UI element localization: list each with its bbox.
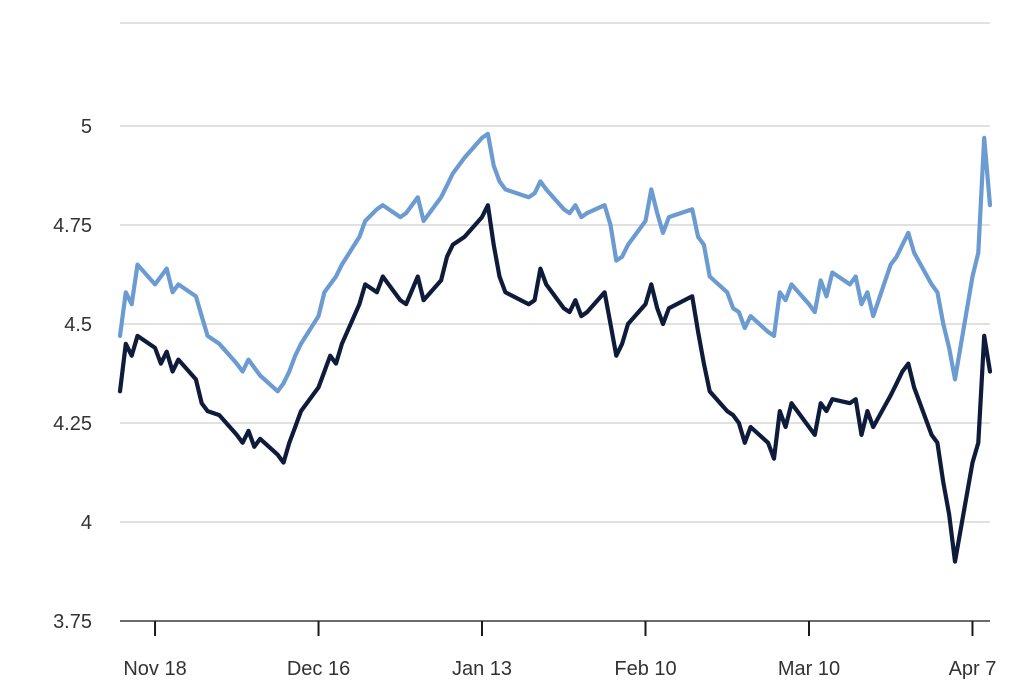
x-axis-ticks (154, 621, 974, 636)
y-tick-label: 4.25 (53, 413, 92, 435)
y-tick-label: 3.75 (53, 611, 92, 633)
gridlines (120, 22, 990, 523)
x-axis-labels: Nov 18 Dec 16 Jan 13 Feb 10 Mar 10 Apr 7 (123, 658, 996, 680)
series-line-upper (117, 131, 993, 394)
x-tick-label: Apr 7 (949, 658, 997, 680)
y-tick-label: 4.5 (64, 314, 92, 336)
y-tick-label: 4 (81, 512, 92, 534)
x-tick-label: Mar 10 (778, 658, 840, 680)
series-line-lower (117, 203, 993, 564)
y-axis-labels: 3.75 4 4.25 4.5 4.75 5 (53, 116, 92, 633)
x-tick-label: Dec 16 (287, 658, 350, 680)
x-tick-label: Jan 13 (452, 658, 512, 680)
series-layer (117, 131, 993, 564)
x-tick-label: Nov 18 (123, 658, 186, 680)
y-tick-label: 4.75 (53, 215, 92, 237)
y-tick-label: 5 (81, 116, 92, 138)
x-tick-label: Feb 10 (614, 658, 676, 680)
